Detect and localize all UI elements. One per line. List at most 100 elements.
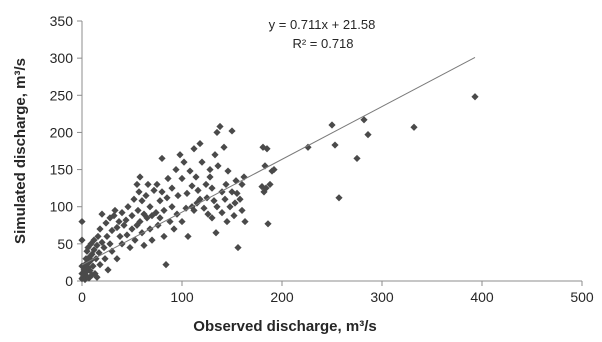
- data-point: [156, 214, 164, 222]
- data-point: [196, 139, 204, 148]
- data-point: [234, 243, 242, 252]
- data-point: [160, 232, 168, 241]
- data-point: [110, 212, 118, 220]
- data-point: [158, 188, 166, 196]
- data-point: [163, 194, 171, 202]
- data-point: [108, 226, 116, 235]
- data-point: [331, 141, 339, 149]
- data-point: [111, 206, 119, 215]
- data-point: [108, 247, 116, 255]
- data-point: [146, 203, 154, 211]
- data-point: [94, 232, 102, 241]
- data-point: [113, 255, 121, 263]
- data-point: [360, 116, 368, 124]
- data-point: [103, 232, 111, 241]
- data-point: [192, 173, 200, 181]
- data-point: [113, 223, 121, 232]
- data-point: [104, 266, 112, 274]
- data-point: [266, 180, 274, 189]
- data-point: [148, 236, 156, 244]
- data-point: [184, 232, 192, 241]
- data-point: [190, 145, 198, 153]
- data-point: [78, 262, 86, 270]
- y-tick-label: 150: [50, 162, 74, 178]
- y-tick-label: 350: [50, 13, 74, 29]
- data-point: [153, 180, 161, 189]
- data-point: [190, 206, 198, 215]
- data-point: [220, 143, 228, 151]
- data-point: [210, 197, 218, 205]
- data-point: [81, 261, 89, 269]
- data-point: [123, 231, 131, 239]
- data-point: [120, 221, 128, 229]
- data-point: [83, 247, 91, 255]
- data-point: [353, 154, 361, 163]
- data-point: [183, 189, 191, 197]
- data-point: [118, 209, 126, 217]
- data-point: [126, 243, 134, 252]
- x-tick-label: 0: [78, 289, 86, 305]
- data-point: [128, 212, 136, 220]
- data-point: [96, 261, 104, 269]
- data-point: [238, 206, 246, 215]
- trendline-equation: y = 0.711x + 21.58: [269, 17, 376, 32]
- data-point: [168, 184, 176, 192]
- y-tick-label: 200: [50, 124, 74, 140]
- data-point: [140, 241, 148, 249]
- data-point: [98, 210, 106, 218]
- data-point: [178, 217, 186, 226]
- y-tick-label: 50: [57, 236, 73, 252]
- data-point: [238, 180, 246, 189]
- data-point: [178, 174, 186, 183]
- data-point: [128, 225, 136, 233]
- trendline-group: [81, 56, 476, 266]
- x-tick-label: 400: [470, 289, 494, 305]
- data-point: [158, 154, 166, 163]
- data-point: [136, 217, 144, 226]
- data-point: [328, 121, 336, 129]
- data-point: [263, 145, 271, 153]
- data-point: [231, 199, 239, 207]
- x-tick-label: 100: [170, 289, 194, 305]
- data-point: [162, 261, 170, 269]
- data-point: [304, 143, 312, 151]
- data-point: [228, 127, 236, 135]
- trendline: [81, 56, 476, 266]
- data-point: [186, 167, 194, 175]
- data-point: [196, 195, 204, 203]
- data-point: [78, 236, 86, 244]
- axes: [77, 20, 583, 286]
- data-point: [335, 194, 343, 202]
- data-point: [98, 238, 106, 246]
- data-point: [226, 203, 234, 211]
- data-point: [130, 195, 138, 203]
- data-point: [91, 269, 99, 278]
- x-tick-label: 200: [270, 289, 294, 305]
- data-point: [182, 204, 190, 212]
- data-point: [198, 158, 206, 166]
- y-tick-label: 0: [65, 273, 73, 289]
- data-point: [143, 214, 151, 222]
- data-point: [221, 195, 229, 203]
- data-point: [200, 204, 208, 212]
- data-point: [218, 209, 226, 217]
- data-point: [95, 249, 103, 257]
- data-point: [82, 268, 90, 276]
- data-point: [156, 197, 164, 205]
- data-point: [90, 236, 98, 244]
- data-point: [80, 271, 88, 279]
- data-point: [364, 131, 372, 139]
- data-point: [90, 246, 98, 254]
- data-point: [206, 165, 214, 174]
- data-point: [202, 180, 210, 189]
- y-tick-label: 250: [50, 87, 74, 103]
- data-point: [144, 180, 152, 189]
- data-point: [471, 93, 479, 101]
- data-point: [135, 188, 143, 196]
- data-point: [136, 173, 144, 181]
- tick-labels: 0 100 200 300 400 500 0 50 100 150 200 250 300 350: [50, 13, 594, 305]
- data-point: [208, 184, 216, 192]
- data-point: [93, 273, 101, 281]
